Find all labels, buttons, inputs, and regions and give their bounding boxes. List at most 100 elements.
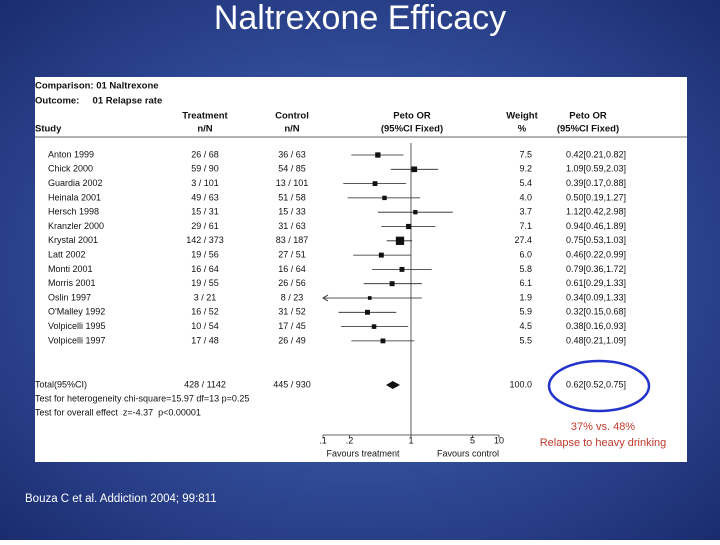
x-tick-label: .2 <box>346 435 354 445</box>
weight: 27.4 <box>514 235 532 245</box>
overall-effect: Test for overall effect z=-4.37 p<0.0000… <box>35 407 201 417</box>
control: 445 / 930 <box>273 379 311 389</box>
treatment: 49 / 63 <box>191 192 219 202</box>
col-control: Control <box>275 111 309 122</box>
x-tick-label: 5 <box>470 435 475 445</box>
col-or: Peto OR <box>569 111 607 122</box>
or-ci: 0.42[0.21,0.82] <box>566 149 626 159</box>
col-or-sub: (95%CI Fixed) <box>557 124 619 135</box>
col-treatment: Treatment <box>182 111 228 122</box>
annotation: 37% vs. 48% <box>571 421 635 433</box>
comparison: Comparison: 01 Naltrexone <box>35 81 159 92</box>
col-study: Study <box>35 124 62 135</box>
outcome: Outcome: 01 Relapse rate <box>35 96 162 107</box>
control: 16 / 64 <box>278 264 306 274</box>
study: O'Malley 1992 <box>48 307 105 317</box>
treatment: 19 / 56 <box>191 249 219 259</box>
or-ci: 0.61[0.29,1.33] <box>566 278 626 288</box>
col-weight: Weight <box>506 111 538 122</box>
treatment: 142 / 373 <box>186 235 224 245</box>
weight: 5.4 <box>519 178 532 188</box>
slide-title: Naltrexone Efficacy <box>214 0 506 37</box>
or-ci: 1.09[0.59,2.03] <box>566 164 626 174</box>
or-ci: 0.38[0.16,0.93] <box>566 321 626 331</box>
or-square <box>372 181 378 186</box>
treatment: 15 / 31 <box>191 207 219 217</box>
total-diamond <box>386 381 401 389</box>
highlight-ellipse <box>547 359 651 413</box>
or-ci: 0.79[0.36,1.72] <box>566 264 626 274</box>
annotation: Relapse to heavy drinking <box>540 437 667 449</box>
or-ci: 0.75[0.53,1.03] <box>566 235 626 245</box>
or-ci: 1.12[0.42,2.98] <box>566 207 626 217</box>
heterogeneity: Test for heterogeneity chi-square=15.97 … <box>35 393 249 403</box>
ci-arrow <box>322 294 329 302</box>
or-square <box>389 281 395 287</box>
col-plot: Peto OR <box>393 111 431 122</box>
x-tick-label: .1 <box>319 435 327 445</box>
control: 54 / 85 <box>278 164 306 174</box>
col-plot-sub: (95%CI Fixed) <box>381 124 443 135</box>
weight: 5.5 <box>519 335 532 345</box>
favours-left: Favours treatment <box>326 448 400 458</box>
or-ci: 0.94[0.46,1.89] <box>566 221 626 231</box>
or-square <box>382 195 387 201</box>
study: Heinala 2001 <box>48 192 101 202</box>
treatment: 26 / 68 <box>191 149 219 159</box>
favours-right: Favours control <box>437 448 499 458</box>
treatment: 428 / 1142 <box>184 379 226 389</box>
treatment: 3 / 101 <box>191 178 219 188</box>
treatment: 29 / 61 <box>191 221 219 231</box>
or-square <box>375 152 381 158</box>
or-ci: 0.48[0.21,1.09] <box>566 335 626 345</box>
or-ci: 0.34[0.09,1.33] <box>566 292 626 302</box>
weight: 6.1 <box>519 278 532 288</box>
control: 13 / 101 <box>276 178 309 188</box>
weight: 100.0 <box>509 379 532 389</box>
x-tick-label: 10 <box>494 435 504 445</box>
study: Oslin 1997 <box>48 292 91 302</box>
treatment: 16 / 64 <box>191 264 219 274</box>
study: Volpicelli 1995 <box>48 321 106 331</box>
control: 26 / 56 <box>278 278 306 288</box>
or-ci: 0.62[0.52,0.75] <box>566 379 626 389</box>
or-ci: 0.50[0.19,1.27] <box>566 192 626 202</box>
control: 31 / 52 <box>278 307 306 317</box>
study: Anton 1999 <box>48 149 94 159</box>
treatment: 3 / 21 <box>194 292 217 302</box>
weight: 5.9 <box>519 307 532 317</box>
or-square <box>371 324 377 329</box>
figure-panel <box>35 77 687 462</box>
col-treatment-sub: n/N <box>197 124 212 135</box>
treatment: 19 / 55 <box>191 278 219 288</box>
study: Chick 2000 <box>48 164 93 174</box>
treatment: 59 / 90 <box>191 164 219 174</box>
study: Hersch 1998 <box>48 207 99 217</box>
weight: 1.9 <box>519 292 532 302</box>
or-ci: 0.32[0.15,0.68] <box>566 307 626 317</box>
weight: 3.7 <box>519 207 532 217</box>
weight: 7.5 <box>519 149 532 159</box>
control: 26 / 49 <box>278 335 306 345</box>
or-square <box>399 266 405 272</box>
weight: 4.5 <box>519 321 532 331</box>
weight: 4.0 <box>519 192 532 202</box>
control: 8 / 23 <box>281 292 304 302</box>
or-ci: 0.39[0.17,0.88] <box>566 178 626 188</box>
study: Monti 2001 <box>48 264 93 274</box>
study: Guardia 2002 <box>48 178 103 188</box>
treatment: 17 / 48 <box>191 335 219 345</box>
or-square <box>367 296 372 300</box>
treatment: 10 / 54 <box>191 321 219 331</box>
study: Morris 2001 <box>48 278 96 288</box>
or-square <box>413 210 418 215</box>
col-control-sub: n/N <box>284 124 299 135</box>
control: 27 / 51 <box>278 249 306 259</box>
study: Krystal 2001 <box>48 235 98 245</box>
or-square <box>378 252 384 258</box>
or-square <box>364 309 370 315</box>
control: 17 / 45 <box>278 321 306 331</box>
control: 36 / 63 <box>278 149 306 159</box>
weight: 5.8 <box>519 264 532 274</box>
